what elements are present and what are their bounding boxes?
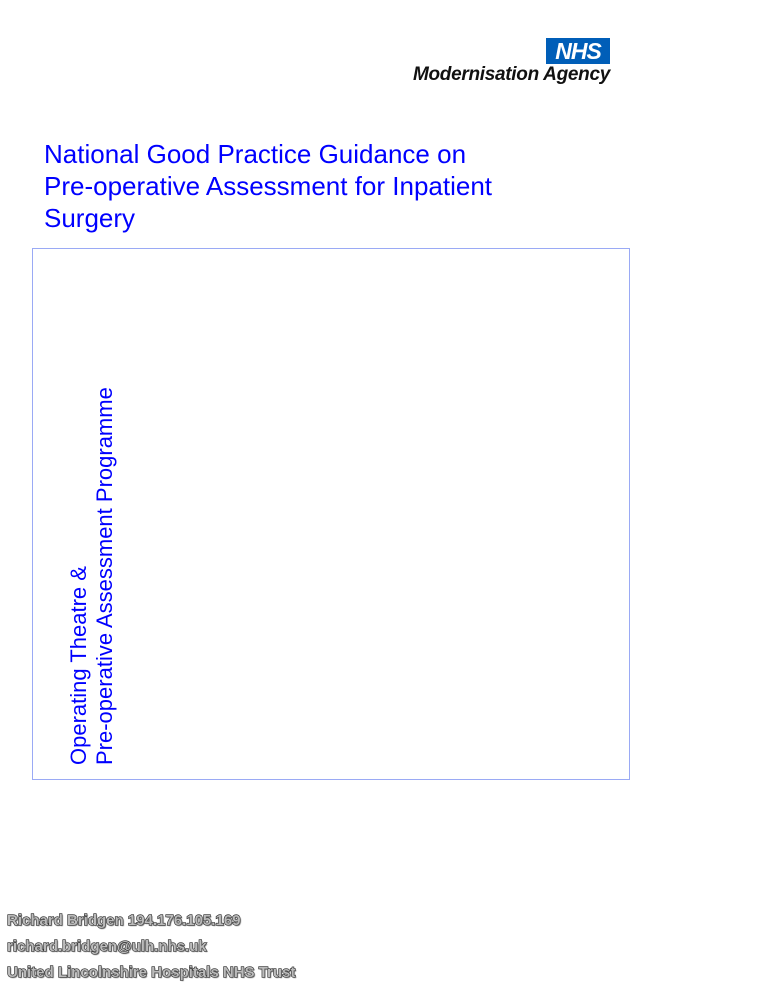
title-line: Surgery <box>44 203 136 233</box>
title-line: Pre-operative Assessment for Inpatient <box>44 171 493 201</box>
watermark-organisation: United Lincolnshire Hospitals NHS Trust <box>6 963 296 981</box>
programme-label-line: Pre-operative Assessment Programme <box>92 387 117 765</box>
watermark-user: Richard Bridgen 194.176.105.169 <box>6 911 241 929</box>
watermark-email: richard.bridgen@ulh.nhs.uk <box>6 937 207 955</box>
programme-label-line: Operating Theatre & <box>66 566 91 765</box>
title-line: National Good Practice Guidance on <box>44 139 467 169</box>
document-title: National Good Practice Guidance on Pre-o… <box>44 138 604 234</box>
agency-name: Modernisation Agency <box>412 64 610 85</box>
cover-frame <box>32 248 630 780</box>
nhs-modernisation-agency-logo: NHS Modernisation Agency <box>372 38 610 90</box>
programme-label: Operating Theatre & Pre-operative Assess… <box>66 387 118 765</box>
nhs-badge: NHS <box>546 38 610 64</box>
